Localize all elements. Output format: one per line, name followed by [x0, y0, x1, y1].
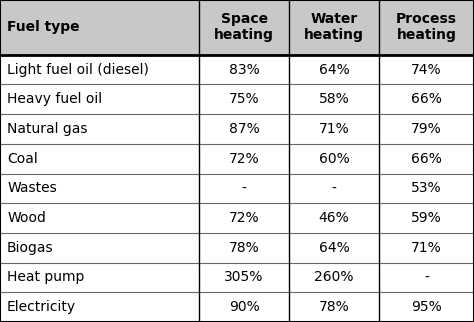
Text: 66%: 66% [411, 92, 442, 106]
Bar [0, 233, 199, 263]
Text: Light fuel oil (diesel): Light fuel oil (diesel) [7, 62, 149, 77]
Text: 58%: 58% [319, 92, 349, 106]
Bar [379, 114, 474, 144]
Bar [199, 84, 289, 114]
Bar [0, 263, 199, 292]
Bar [0, 174, 199, 203]
Text: 71%: 71% [411, 241, 442, 255]
Bar [379, 84, 474, 114]
Text: 71%: 71% [319, 122, 349, 136]
Text: Coal: Coal [7, 152, 38, 166]
Bar [289, 263, 379, 292]
Bar [199, 233, 289, 263]
Text: 72%: 72% [229, 152, 259, 166]
Bar [199, 203, 289, 233]
Bar [289, 144, 379, 174]
Bar [379, 292, 474, 322]
Bar [379, 263, 474, 292]
Text: Biogas: Biogas [7, 241, 54, 255]
Bar [289, 174, 379, 203]
Text: 46%: 46% [319, 211, 349, 225]
Text: 87%: 87% [229, 122, 259, 136]
Bar [0, 144, 199, 174]
Text: 305%: 305% [224, 270, 264, 284]
Bar [0, 0, 199, 55]
Bar [199, 144, 289, 174]
Text: Heavy fuel oil: Heavy fuel oil [7, 92, 102, 106]
Text: 74%: 74% [411, 62, 442, 77]
Text: Wastes: Wastes [7, 181, 57, 195]
Bar [379, 174, 474, 203]
Bar [289, 55, 379, 84]
Text: 83%: 83% [229, 62, 259, 77]
Bar [199, 0, 289, 55]
Text: Process
heating: Process heating [396, 12, 457, 43]
Text: 72%: 72% [229, 211, 259, 225]
Bar [379, 144, 474, 174]
Text: 64%: 64% [319, 62, 349, 77]
Text: 95%: 95% [411, 300, 442, 314]
Bar [0, 55, 199, 84]
Bar [0, 84, 199, 114]
Text: Water
heating: Water heating [304, 12, 364, 43]
Text: 78%: 78% [319, 300, 349, 314]
Bar [199, 292, 289, 322]
Text: Space
heating: Space heating [214, 12, 274, 43]
Bar [289, 292, 379, 322]
Text: 90%: 90% [229, 300, 259, 314]
Text: -: - [242, 181, 246, 195]
Bar [199, 55, 289, 84]
Bar [0, 203, 199, 233]
Bar [379, 55, 474, 84]
Text: Natural gas: Natural gas [7, 122, 88, 136]
Bar [199, 174, 289, 203]
Text: Heat pump: Heat pump [7, 270, 84, 284]
Text: 66%: 66% [411, 152, 442, 166]
Bar [199, 263, 289, 292]
Text: Fuel type: Fuel type [7, 20, 80, 34]
Text: Wood: Wood [7, 211, 46, 225]
Text: -: - [332, 181, 337, 195]
Bar [289, 203, 379, 233]
Text: 75%: 75% [229, 92, 259, 106]
Text: 53%: 53% [411, 181, 442, 195]
Bar [199, 114, 289, 144]
Text: 60%: 60% [319, 152, 349, 166]
Bar [289, 114, 379, 144]
Bar [289, 0, 379, 55]
Bar [379, 0, 474, 55]
Text: -: - [424, 270, 429, 284]
Bar [289, 233, 379, 263]
Bar [0, 114, 199, 144]
Text: 260%: 260% [314, 270, 354, 284]
Bar [379, 233, 474, 263]
Text: Electricity: Electricity [7, 300, 76, 314]
Bar [289, 84, 379, 114]
Bar [0, 292, 199, 322]
Text: 64%: 64% [319, 241, 349, 255]
Text: 59%: 59% [411, 211, 442, 225]
Bar [379, 203, 474, 233]
Text: 79%: 79% [411, 122, 442, 136]
Text: 78%: 78% [229, 241, 259, 255]
